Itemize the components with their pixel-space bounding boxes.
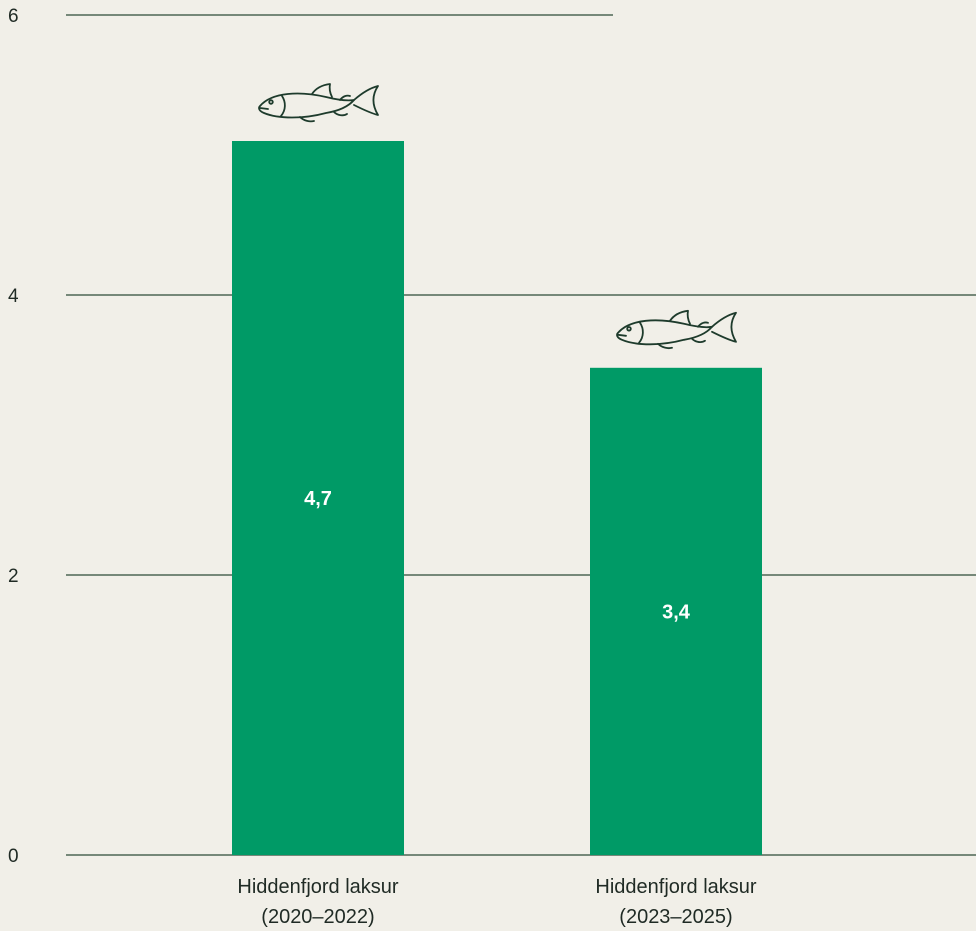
salmon-fish-icon xyxy=(258,83,379,123)
salmon-fish-icon xyxy=(616,309,737,350)
bar-value-label: 3,4 xyxy=(662,601,691,623)
x-category-label: (2023–2025) xyxy=(619,906,732,928)
x-category-label: (2020–2022) xyxy=(261,906,374,928)
y-tick-label: 2 xyxy=(8,566,19,587)
bar xyxy=(232,141,404,855)
bar-value-label: 4,7 xyxy=(304,488,332,510)
x-axis-categories: Hiddenfjord laksur (2020–2022) Hiddenfjord… xyxy=(237,876,757,928)
bar-icons xyxy=(258,83,737,350)
bars xyxy=(232,141,762,855)
value-labels: 4,7 3,4 xyxy=(304,488,691,623)
y-tick-label: 4 xyxy=(8,286,19,307)
x-category-label: Hiddenfjord laksur xyxy=(595,876,757,898)
y-tick-label: 0 xyxy=(8,846,19,867)
y-tick-label: 6 xyxy=(8,6,19,27)
y-axis-ticks: 0 2 4 6 xyxy=(8,6,19,867)
x-category-label: Hiddenfjord laksur xyxy=(237,876,399,898)
gridlines xyxy=(66,14,976,856)
bar xyxy=(590,367,762,855)
